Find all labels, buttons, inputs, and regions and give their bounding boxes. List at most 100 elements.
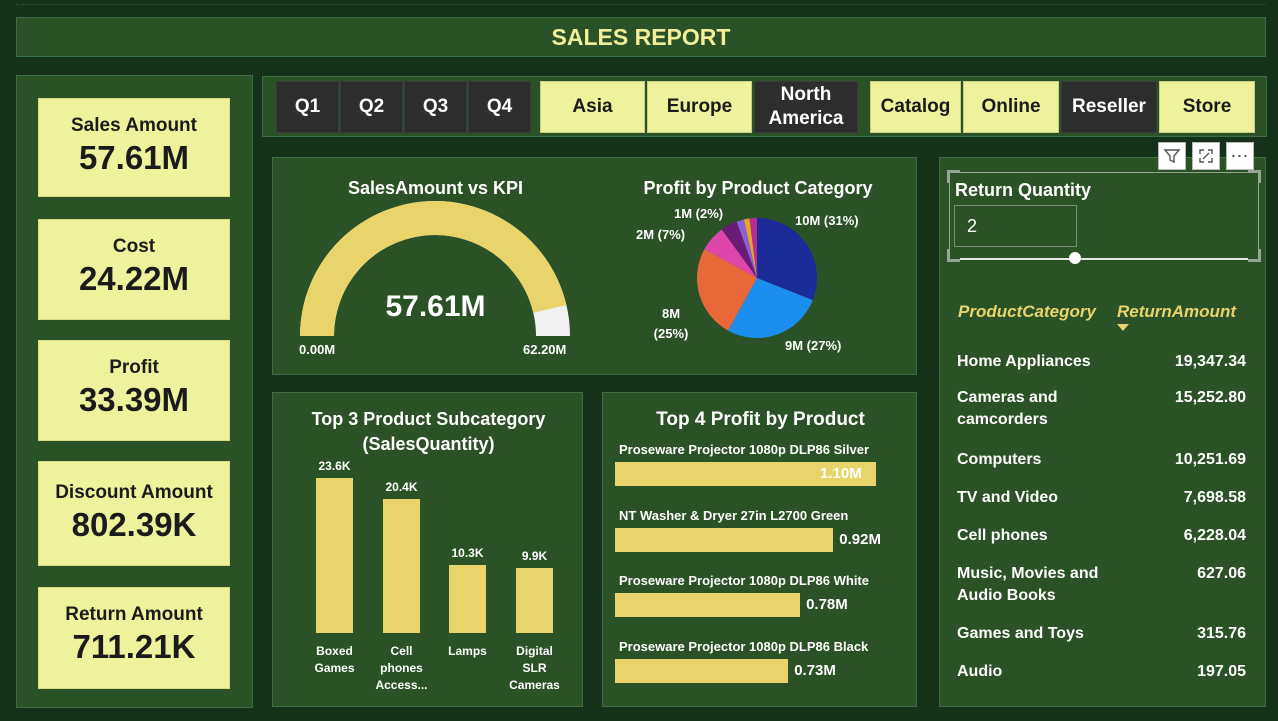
table-row-amount[interactable]: 19,347.34 bbox=[1174, 353, 1246, 370]
pie-slice[interactable] bbox=[697, 249, 757, 331]
pie-label: 9M (27%) bbox=[785, 338, 842, 353]
kpi-card-cost[interactable]: Cost 24.22M bbox=[38, 219, 230, 320]
slicer-region-asia[interactable]: Asia bbox=[540, 81, 645, 133]
slicer-label: Q3 bbox=[422, 96, 449, 117]
table-row-category[interactable]: Cell phones bbox=[957, 527, 1048, 544]
focus-mode-icon[interactable] bbox=[1192, 142, 1220, 170]
subcategory-title: Top 3 Product Subcategory (SalesQuantity… bbox=[283, 407, 574, 457]
sort-descending-icon bbox=[1117, 324, 1129, 331]
table-header-category[interactable]: ProductCategory bbox=[958, 302, 1096, 321]
product-profit-value: 0.92M bbox=[839, 531, 881, 548]
table-row-amount[interactable]: 10,251.69 bbox=[1174, 451, 1246, 468]
return-quantity-slider-handle[interactable] bbox=[1069, 252, 1081, 264]
slicer-quarter-q1[interactable]: Q1 bbox=[276, 81, 339, 133]
subcategory-category-label: Cell phones Access... bbox=[375, 644, 428, 692]
table-row-amount[interactable]: 197.05 bbox=[1197, 663, 1246, 680]
slicer-label: Online bbox=[981, 96, 1041, 117]
subcategory-bar[interactable] bbox=[316, 478, 353, 633]
pie-slice[interactable] bbox=[728, 278, 813, 338]
gauge-title: SalesAmount vs KPI bbox=[347, 178, 524, 198]
table-row-category[interactable]: Computers bbox=[957, 451, 1042, 468]
product-profit-bar[interactable] bbox=[615, 659, 789, 683]
resize-handle[interactable] bbox=[1248, 249, 1261, 262]
resize-handle[interactable] bbox=[947, 249, 960, 262]
table-row-amount[interactable]: 15,252.80 bbox=[1174, 389, 1246, 406]
slicer-region-europe[interactable]: Europe bbox=[647, 81, 752, 133]
table-row-category[interactable]: Music, Movies and Audio Books bbox=[957, 565, 1099, 604]
table-row-category[interactable]: Audio bbox=[957, 663, 1003, 680]
return-quantity-input[interactable]: 2 bbox=[954, 205, 1077, 247]
gauge-min-label: 0.00M bbox=[299, 342, 336, 357]
kpi-value: 711.21K bbox=[72, 628, 196, 665]
resize-handle[interactable] bbox=[1248, 170, 1261, 183]
product-name-label: Proseware Projector 1080p DLP86 Silver bbox=[619, 442, 870, 457]
kpi-label: Return Amount bbox=[65, 604, 203, 625]
slicer-label: Q1 bbox=[294, 96, 321, 117]
top-products-title: Top 4 Profit by Product bbox=[656, 409, 865, 430]
gauge-value: 57.61M bbox=[385, 290, 486, 323]
kpi-card-profit[interactable]: Profit 33.39M bbox=[38, 340, 230, 441]
table-row-amount[interactable]: 7,698.58 bbox=[1183, 489, 1246, 506]
table-row-category[interactable]: Games and Toys bbox=[957, 625, 1084, 642]
pie-slice[interactable] bbox=[757, 218, 817, 301]
subcategory-bar[interactable] bbox=[516, 567, 553, 633]
slicer-channel-catalog[interactable]: Catalog bbox=[870, 81, 961, 133]
pie-slice[interactable] bbox=[721, 221, 757, 278]
slicer-quarter-q4[interactable]: Q4 bbox=[468, 81, 531, 133]
table-row-amount[interactable]: 315.76 bbox=[1197, 625, 1246, 642]
filter-icon[interactable] bbox=[1158, 142, 1186, 170]
pie-slice[interactable] bbox=[743, 218, 757, 278]
return-quantity-slicer[interactable]: Return Quantity 2 bbox=[947, 170, 1261, 262]
slicer-label: Catalog bbox=[880, 96, 951, 117]
pie-slice[interactable] bbox=[749, 218, 757, 278]
gauge-pie-panel: SalesAmount vs KPI 57.61M 0.00M 62.20M P… bbox=[272, 157, 917, 375]
kpi-card-sales-amount[interactable]: Sales Amount 57.61M bbox=[38, 98, 230, 197]
slicer-label: Q2 bbox=[358, 96, 385, 117]
table-row-category[interactable]: TV and Video bbox=[957, 489, 1059, 506]
product-name-label: NT Washer & Dryer 27in L2700 Green bbox=[619, 508, 849, 523]
table-row-amount[interactable]: 627.06 bbox=[1197, 565, 1246, 582]
slicer-region-north-america[interactable]: North America bbox=[754, 81, 858, 133]
kpi-card-discount-amount[interactable]: Discount Amount 802.39K bbox=[38, 461, 230, 566]
pie-slice[interactable] bbox=[704, 229, 757, 278]
table-row-amount[interactable]: 6,228.04 bbox=[1183, 527, 1246, 544]
product-profit-bar[interactable] bbox=[615, 528, 834, 552]
top-products-panel: Top 4 Profit by Product Proseware Projec… bbox=[602, 392, 917, 707]
slicer-channel-store[interactable]: Store bbox=[1159, 81, 1255, 133]
resize-handle[interactable] bbox=[947, 170, 960, 183]
table-header-amount[interactable]: ReturnAmount bbox=[1117, 302, 1236, 321]
slicer-quarter-q2[interactable]: Q2 bbox=[340, 81, 403, 133]
returns-panel: Return Quantity 2 ProductCategory Return… bbox=[939, 157, 1266, 707]
subcategory-title-line1: Top 3 Product Subcategory bbox=[311, 409, 546, 429]
kpi-card-return-amount[interactable]: Return Amount 711.21K bbox=[38, 587, 230, 689]
product-profit-bar[interactable] bbox=[615, 593, 801, 617]
return-quantity-slider-track[interactable] bbox=[960, 258, 1248, 260]
gauge-max-label: 62.20M bbox=[523, 342, 567, 357]
product-name-label: Proseware Projector 1080p DLP86 Black bbox=[619, 639, 869, 654]
more-options-icon[interactable]: ⋯ bbox=[1226, 142, 1254, 170]
pie-label: 8M (25%) bbox=[653, 306, 689, 341]
slicer-quarter-q3[interactable]: Q3 bbox=[404, 81, 467, 133]
table-row-category[interactable]: Home Appliances bbox=[957, 353, 1091, 370]
pie-slice[interactable] bbox=[736, 219, 757, 278]
subcategory-bar[interactable] bbox=[383, 499, 420, 633]
subcategory-category-label: Digital SLR Cameras bbox=[509, 644, 560, 692]
subcategory-value-label: 20.4K bbox=[385, 480, 418, 495]
gauge-chart[interactable] bbox=[273, 158, 918, 376]
slicer-label: North America bbox=[768, 84, 844, 129]
subcategory-bar[interactable] bbox=[449, 565, 486, 633]
slicer-bar: Q1 Q2 Q3 Q4 Asia Europe North America Ca… bbox=[262, 76, 1267, 137]
subcategory-category-label: Lamps bbox=[448, 644, 487, 658]
kpi-value: 57.61M bbox=[78, 139, 190, 176]
pie-chart[interactable] bbox=[273, 158, 918, 376]
product-profit-bar[interactable] bbox=[615, 462, 876, 486]
slicer-channel-reseller[interactable]: Reseller bbox=[1061, 81, 1157, 133]
slicer-label: Store bbox=[1182, 96, 1232, 117]
slicer-channel-online[interactable]: Online bbox=[963, 81, 1059, 133]
product-profit-value: 0.78M bbox=[806, 596, 848, 613]
slicer-label: Q4 bbox=[486, 96, 513, 117]
kpi-label: Sales Amount bbox=[71, 115, 197, 136]
table-row-category[interactable]: Cameras and camcorders bbox=[957, 389, 1058, 428]
subcategory-category-label: Boxed Games bbox=[314, 644, 355, 675]
top-divider bbox=[16, 4, 1266, 5]
